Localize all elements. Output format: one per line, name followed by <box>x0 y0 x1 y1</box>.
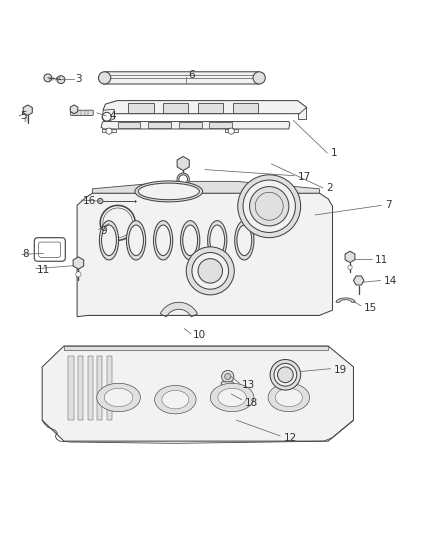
Polygon shape <box>336 298 355 302</box>
Text: 7: 7 <box>385 200 392 211</box>
Polygon shape <box>64 346 328 350</box>
Polygon shape <box>102 129 116 132</box>
Circle shape <box>278 367 293 383</box>
Ellipse shape <box>102 225 117 256</box>
Circle shape <box>250 187 289 226</box>
Circle shape <box>348 265 352 270</box>
Ellipse shape <box>210 225 225 256</box>
Ellipse shape <box>235 221 254 260</box>
Polygon shape <box>225 129 238 132</box>
Circle shape <box>243 180 295 232</box>
Ellipse shape <box>135 181 203 202</box>
Text: 17: 17 <box>297 172 311 182</box>
Polygon shape <box>297 107 306 119</box>
Ellipse shape <box>237 225 252 256</box>
Text: 3: 3 <box>75 74 81 84</box>
Polygon shape <box>107 356 112 420</box>
FancyBboxPatch shape <box>71 110 93 116</box>
Ellipse shape <box>99 221 119 260</box>
Circle shape <box>270 359 300 390</box>
Circle shape <box>106 128 112 134</box>
Ellipse shape <box>153 221 173 260</box>
Circle shape <box>222 370 234 383</box>
Ellipse shape <box>268 383 310 411</box>
Ellipse shape <box>127 221 146 260</box>
Polygon shape <box>88 356 93 420</box>
Polygon shape <box>23 105 32 116</box>
Text: 18: 18 <box>244 398 258 408</box>
Text: 14: 14 <box>384 276 397 286</box>
Polygon shape <box>101 72 263 84</box>
Text: 15: 15 <box>364 303 377 312</box>
Ellipse shape <box>180 221 200 260</box>
Polygon shape <box>209 123 232 128</box>
Text: 1: 1 <box>330 148 337 158</box>
Text: 12: 12 <box>284 433 297 442</box>
Circle shape <box>44 74 52 82</box>
Ellipse shape <box>129 225 144 256</box>
Circle shape <box>228 128 234 134</box>
Text: 11: 11 <box>375 255 389 264</box>
Text: 8: 8 <box>22 249 29 259</box>
Circle shape <box>274 364 297 386</box>
Ellipse shape <box>276 388 302 407</box>
Polygon shape <box>148 123 171 128</box>
Text: 4: 4 <box>109 111 116 121</box>
Polygon shape <box>77 193 332 317</box>
Ellipse shape <box>97 383 141 411</box>
Ellipse shape <box>155 385 196 414</box>
Polygon shape <box>345 251 355 263</box>
Polygon shape <box>179 123 201 128</box>
Circle shape <box>186 247 234 295</box>
Ellipse shape <box>155 225 170 256</box>
Text: 2: 2 <box>326 183 332 193</box>
Circle shape <box>225 385 230 389</box>
Circle shape <box>102 112 111 121</box>
Circle shape <box>57 76 65 84</box>
Polygon shape <box>128 103 153 113</box>
Polygon shape <box>177 157 189 171</box>
Ellipse shape <box>208 221 227 260</box>
Text: 6: 6 <box>188 70 195 80</box>
Polygon shape <box>101 122 290 129</box>
Circle shape <box>99 72 111 84</box>
Circle shape <box>177 173 189 185</box>
Circle shape <box>225 374 231 379</box>
Ellipse shape <box>104 388 133 407</box>
Polygon shape <box>103 101 306 114</box>
Text: 5: 5 <box>20 111 27 121</box>
Text: 13: 13 <box>242 380 255 390</box>
Ellipse shape <box>218 388 246 407</box>
Ellipse shape <box>138 183 199 200</box>
Polygon shape <box>68 356 74 420</box>
Ellipse shape <box>162 391 189 409</box>
Circle shape <box>98 198 103 204</box>
Polygon shape <box>198 103 223 113</box>
Ellipse shape <box>210 383 254 411</box>
Polygon shape <box>97 356 102 420</box>
Ellipse shape <box>183 225 198 256</box>
Text: 19: 19 <box>333 365 346 375</box>
Text: 16: 16 <box>83 196 96 206</box>
Polygon shape <box>233 103 258 113</box>
Polygon shape <box>163 103 188 113</box>
Text: 10: 10 <box>193 330 206 341</box>
Polygon shape <box>160 302 198 317</box>
Circle shape <box>192 253 229 289</box>
Polygon shape <box>118 123 141 128</box>
Polygon shape <box>353 276 364 285</box>
Polygon shape <box>42 346 353 441</box>
Polygon shape <box>102 109 114 123</box>
Circle shape <box>76 272 81 277</box>
Circle shape <box>238 175 300 238</box>
Polygon shape <box>70 105 78 114</box>
Polygon shape <box>92 181 319 193</box>
Polygon shape <box>73 257 84 269</box>
Text: 11: 11 <box>36 265 50 275</box>
Circle shape <box>198 259 223 283</box>
Text: 9: 9 <box>100 225 107 236</box>
Polygon shape <box>78 356 83 420</box>
FancyBboxPatch shape <box>221 382 233 392</box>
Circle shape <box>253 72 265 84</box>
